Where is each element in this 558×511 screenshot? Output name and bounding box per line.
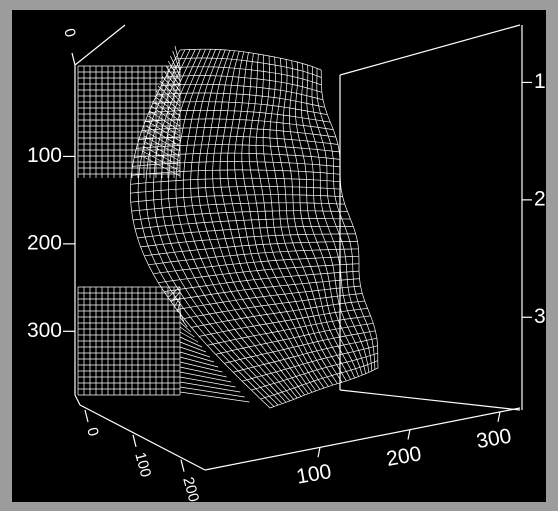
z-tick-label: 100 bbox=[27, 144, 62, 167]
page: 10020030010020030010020030001002000 (() … bbox=[0, 0, 558, 511]
z-tick-label: 200 bbox=[27, 231, 62, 254]
z-tick-label: 300 bbox=[27, 319, 62, 342]
chart: 10020030010020030010020030001002000 bbox=[0, 0, 558, 511]
